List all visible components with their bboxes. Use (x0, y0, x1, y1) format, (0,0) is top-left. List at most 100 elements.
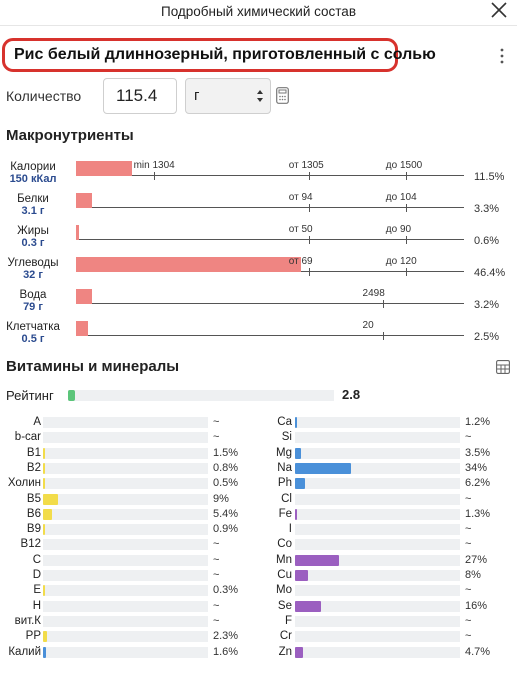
nutrient-bar-fill (43, 478, 45, 490)
nutrient-bar (43, 600, 208, 612)
nutrient-bar-fill (43, 447, 46, 459)
nutrient-bar-fill (295, 570, 309, 581)
nutrient-bar (43, 539, 208, 551)
nutrient-value: 9% (213, 492, 229, 505)
quantity-input[interactable]: 115.4 (103, 78, 177, 114)
macros-title: Макронутриенты (6, 127, 134, 144)
macro-amount: 79 г (23, 301, 43, 313)
norm-label: 20 (362, 320, 374, 331)
nutrient-value: 0.8% (213, 461, 239, 474)
norm-label: 2498 (362, 288, 385, 299)
nutrient-value: ~ (213, 416, 220, 428)
macro-name: Вода 79 г (0, 289, 66, 313)
nutrient-bar (295, 432, 460, 444)
nutrient-bar-fill (43, 524, 45, 536)
macro-name: Клетчатка 0.5 г (0, 321, 66, 345)
product-title: Рис белый длиннозерный, приготовленный с… (14, 46, 436, 63)
macro-baseline (76, 239, 464, 240)
nutrient-name: E (33, 584, 41, 597)
norm-tick (308, 204, 310, 212)
nutrient-bar-fill (295, 447, 301, 459)
macro-bar (76, 193, 92, 208)
macro-name: Белки 3.1 г (0, 193, 66, 217)
nutrient-bar-fill (43, 646, 46, 658)
calculator-icon[interactable] (276, 87, 289, 104)
nutrient-name: Co (277, 538, 292, 551)
vitamins-title: Витамины и минералы (6, 358, 180, 375)
nutrient-name: PP (25, 630, 41, 643)
nutrient-value: ~ (465, 614, 472, 627)
macro-bar (76, 289, 92, 304)
nutrient-name: A (33, 416, 41, 428)
nutrient-name: Zn (278, 645, 292, 658)
macro-name: Жиры 0.3 г (0, 225, 66, 249)
macro-bar (76, 321, 89, 336)
nutrient-name: вит.К (14, 614, 41, 627)
norm-label: до 104 (385, 192, 417, 203)
norm-tick (405, 236, 407, 244)
nutrient-bar (43, 524, 208, 536)
norm-tick (405, 268, 407, 276)
nutrient-name: F (284, 614, 292, 627)
nutrient-bar (43, 615, 208, 627)
nutrient-bar (43, 585, 208, 597)
nutrient-bar (295, 524, 460, 536)
nutrient-name: Fe (278, 507, 292, 520)
nutrient-name: B12 (20, 538, 41, 551)
nutrient-name: Mn (276, 553, 292, 566)
nutrient-value: 27% (465, 553, 488, 566)
nutrient-name: C (32, 553, 41, 566)
norm-tick (405, 204, 407, 212)
nutrient-value: ~ (213, 614, 220, 627)
nutrient-bar (43, 646, 208, 658)
macro-bar (76, 161, 132, 176)
nutrient-bar-fill (43, 585, 45, 597)
select-arrows-icon (257, 90, 263, 102)
nutrient-value: 0.9% (213, 523, 239, 536)
macro-amount: 3.1 г (21, 205, 45, 217)
nutrient-name: Na (277, 461, 292, 474)
macro-name: Углеводы 32 г (0, 257, 66, 281)
macro-amount: 150 кКал (9, 173, 57, 185)
nutrient-bar-fill (43, 493, 58, 505)
rating-value: 2.8 (342, 387, 361, 402)
nutrient-bar (43, 554, 208, 566)
nutrient-value: ~ (213, 569, 220, 581)
norm-label: от 50 (288, 224, 313, 235)
macro-baseline (76, 303, 464, 304)
nutrient-bar (295, 417, 460, 428)
nutrient-bar (295, 570, 460, 581)
norm-label: от 94 (288, 192, 313, 203)
nutrient-name: B2 (26, 461, 41, 474)
nutrient-value: 8% (465, 569, 481, 581)
nutrient-bar-fill (43, 631, 47, 643)
nutrient-name: D (32, 569, 41, 581)
nutrient-bar (43, 417, 208, 428)
nutrient-value: ~ (465, 630, 472, 643)
nutrient-value: 0.5% (213, 477, 239, 490)
nutrient-value: 5.4% (213, 507, 239, 520)
nutrient-value: ~ (465, 492, 472, 505)
unit-select[interactable]: г (185, 78, 271, 114)
nutrient-name: Cr (279, 630, 292, 643)
nutrient-bar-fill (43, 462, 45, 474)
macro-percent: 2.5% (474, 331, 500, 343)
nutrient-bar (295, 508, 460, 520)
nutrient-value: 1.5% (213, 446, 239, 459)
nutrient-bar (295, 493, 460, 505)
nutrient-bar (295, 478, 460, 490)
nutrient-value: ~ (465, 523, 472, 536)
close-icon[interactable] (489, 0, 509, 20)
nutrient-name: B1 (26, 446, 41, 459)
macro-amount: 0.5 г (21, 333, 45, 345)
nutrient-bar (43, 432, 208, 444)
nutrient-bar (295, 600, 460, 612)
nutrient-value: 1.2% (465, 416, 491, 428)
nutrient-name: Mg (276, 446, 292, 459)
table-view-icon[interactable] (496, 360, 510, 374)
more-options-icon[interactable] (496, 46, 508, 66)
nutrient-value: ~ (213, 553, 220, 566)
norm-tick (308, 268, 310, 276)
rating-bar (68, 390, 334, 401)
norm-label: до 120 (385, 256, 417, 267)
